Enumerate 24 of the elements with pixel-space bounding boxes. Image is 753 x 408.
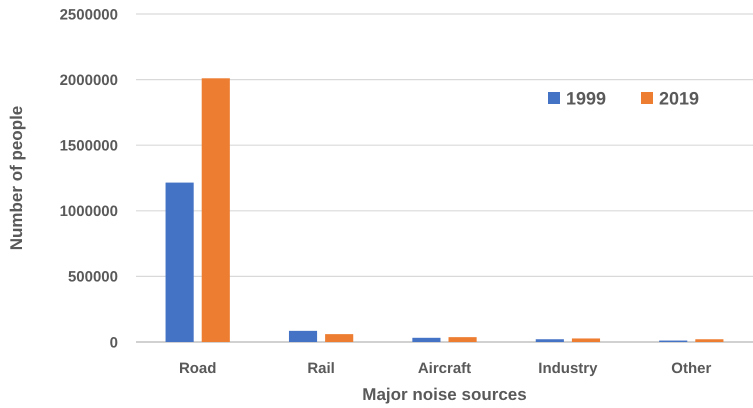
bar xyxy=(202,78,230,342)
bar xyxy=(695,339,724,342)
y-tick-label: 1500000 xyxy=(60,137,118,154)
x-tick-label: Rail xyxy=(307,360,335,377)
y-tick-label: 500000 xyxy=(68,268,118,286)
bar xyxy=(536,339,564,342)
x-tick-label: Other xyxy=(671,360,712,377)
bar xyxy=(288,330,318,342)
y-tick-label: 0 xyxy=(110,334,118,352)
bar xyxy=(166,182,194,342)
bar xyxy=(325,334,354,342)
y-tick-label: 1000000 xyxy=(60,203,118,220)
bar xyxy=(572,338,600,342)
x-tick-label: Road xyxy=(178,360,216,377)
y-tick-label: 2500000 xyxy=(60,6,118,24)
bar xyxy=(448,337,477,342)
y-tick-label: 2000000 xyxy=(60,72,118,89)
legend-label: 2019 xyxy=(659,88,700,108)
x-tick-label: Aircraft xyxy=(418,360,472,377)
x-tick-label: Industry xyxy=(538,360,598,377)
legend-label: 1999 xyxy=(566,88,606,108)
bar xyxy=(412,338,440,342)
y-axis-title: Number of people xyxy=(7,106,26,250)
x-axis-title: Major noise sources xyxy=(362,385,527,404)
